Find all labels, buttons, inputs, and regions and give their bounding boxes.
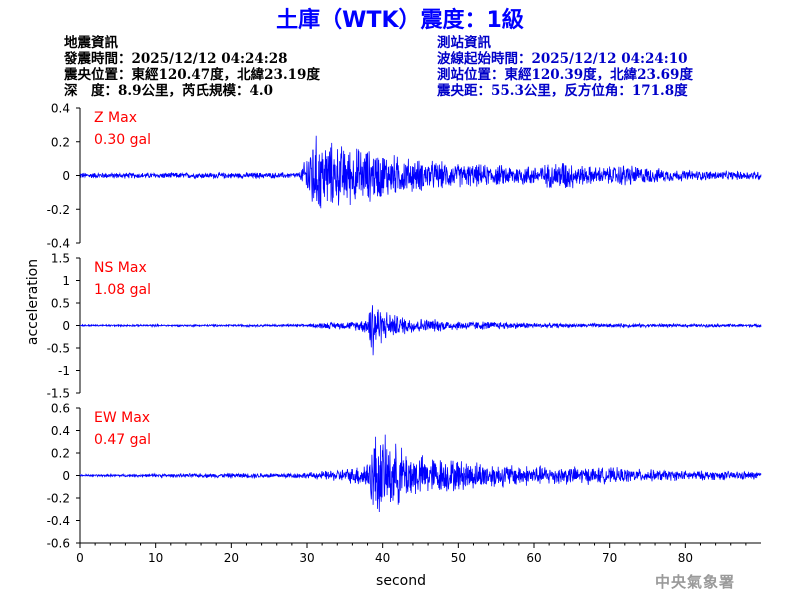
x-tick-label: 10 <box>148 551 163 565</box>
epicentral-distance: 震央距：55.3公里，反方位角：171.8度 <box>437 83 688 99</box>
x-tick-label: 80 <box>678 551 693 565</box>
epicenter: 震央位置：東經120.47度，北緯23.19度 <box>64 67 320 83</box>
waveform-ew <box>79 434 762 513</box>
y-tick-label: -0.2 <box>47 492 70 506</box>
x-tick-label: 70 <box>602 551 617 565</box>
origin-time: 發震時間：2025/12/12 04:24:28 <box>64 51 288 67</box>
max-value: 0.47 gal <box>94 432 151 448</box>
y-tick-label: 0.4 <box>51 102 70 116</box>
chart-title: 土庫（WTK）震度：1級 <box>276 8 524 33</box>
y-tick-label: 0.2 <box>51 447 70 461</box>
y-tick-label: -0.5 <box>47 342 70 356</box>
wave-start-time: 波線起始時間：2025/12/12 04:24:10 <box>437 51 688 67</box>
quake-info-header: 地震資訊 <box>64 35 118 51</box>
panel-z: -0.4 -0.2 0 0.2 0.4 Z Max 0.30 gal <box>47 102 762 251</box>
quake-info: 地震資訊 發震時間：2025/12/12 04:24:28 震央位置：東經120… <box>64 35 320 99</box>
y-tick-label: 0 <box>62 469 70 483</box>
x-tick-label: 50 <box>451 551 466 565</box>
y-tick-label: -0.2 <box>47 203 70 217</box>
y-tick-label: 0.4 <box>51 424 70 438</box>
waveform-ns <box>79 305 762 356</box>
y-tick-label: -0.4 <box>47 514 70 528</box>
x-tick-label: 30 <box>299 551 314 565</box>
y-tick-label: 0.2 <box>51 135 70 149</box>
max-label: Z Max <box>94 110 137 126</box>
x-tick-label: 60 <box>526 551 541 565</box>
x-tick-label: 40 <box>375 551 390 565</box>
station-location: 測站位置：東經120.39度，北緯23.69度 <box>437 67 693 83</box>
y-tick-label: 0 <box>62 319 70 333</box>
x-tick-label: 20 <box>224 551 239 565</box>
y-tick-label: 0.6 <box>51 402 70 416</box>
max-label: NS Max <box>94 260 147 276</box>
x-axis-label: second <box>376 573 426 589</box>
y-tick-label: 0.5 <box>51 297 70 311</box>
y-tick-label: 1 <box>62 274 70 288</box>
y-tick-label: -1 <box>58 364 70 378</box>
y-tick-label: -1.5 <box>47 387 70 401</box>
max-value: 1.08 gal <box>94 282 151 298</box>
panel-ns: -1.5 -1 -0.5 0 0.5 1 1.5 NS Max 1.08 gal <box>47 252 762 401</box>
max-value: 0.30 gal <box>94 132 151 148</box>
depth-magnitude: 深 度：8.9公里，芮氏規模：4.0 <box>64 83 273 99</box>
y-tick-label: 0 <box>62 169 70 183</box>
y-tick-label: 1.5 <box>51 252 70 266</box>
x-tick-label: 0 <box>76 551 84 565</box>
max-label: EW Max <box>94 410 150 426</box>
station-info: 測站資訊 波線起始時間：2025/12/12 04:24:10 測站位置：東經1… <box>437 35 693 99</box>
agency-label: 中央氣象署 <box>655 573 736 591</box>
y-tick-label: -0.4 <box>47 237 70 251</box>
y-axis-label: acceleration <box>25 259 41 345</box>
y-tick-label: -0.6 <box>47 537 70 551</box>
station-info-header: 測站資訊 <box>437 35 491 51</box>
panel-ew: -0.6 -0.4 -0.2 0 0.2 0.4 0.6 EW Max 0.47 gal <box>47 402 762 551</box>
waveform-z <box>79 135 762 209</box>
